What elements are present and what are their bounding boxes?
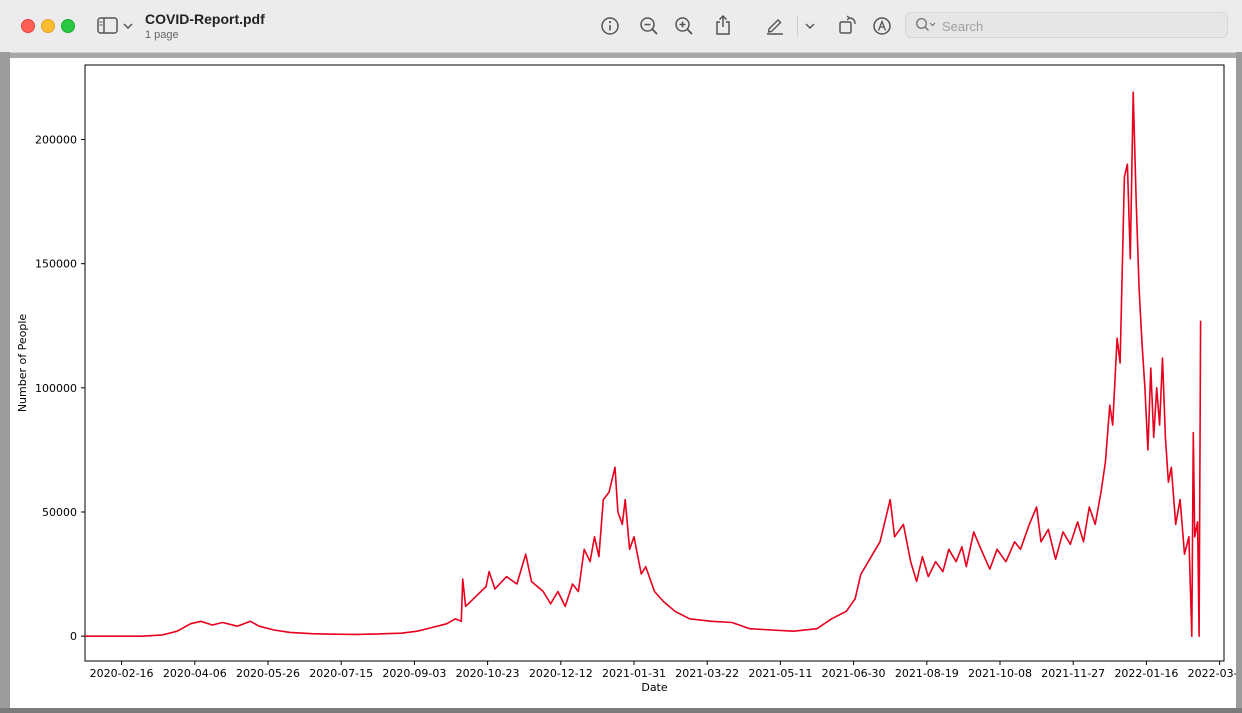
covid-line-chart: 0 50000 100000 150000 200000 2020-02-16 2020-0…: [16, 64, 1242, 694]
y-tick-label: 200000: [35, 134, 77, 147]
chevron-down-icon[interactable]: [804, 20, 816, 32]
plot-frame: [84, 64, 1225, 662]
x-tick-label: 2020-05-26: [236, 667, 300, 680]
x-axis-label: Date: [641, 681, 668, 694]
rotate-icon[interactable]: [836, 13, 860, 37]
y-tick-label: 100000: [35, 382, 77, 395]
x-tick-label: 2020-02-16: [90, 667, 154, 680]
close-window-button[interactable]: [21, 19, 35, 33]
markup-pen-icon[interactable]: [764, 14, 786, 36]
x-tick-label: 2020-07-15: [309, 667, 373, 680]
titlebar: COVID-Report.pdf 1 page: [0, 0, 1242, 53]
minimize-window-button[interactable]: [41, 19, 55, 33]
document-page-count: 1 page: [145, 29, 179, 41]
x-tick-label: 2022-03-07: [1188, 667, 1236, 680]
x-tick-label: 2021-11-27: [1041, 667, 1105, 680]
series-line-cases: [85, 91, 1202, 638]
search-input[interactable]: [940, 16, 1224, 36]
x-tick-label: 2020-12-12: [529, 667, 593, 680]
x-tick-label: 2021-05-11: [748, 667, 812, 680]
zoom-in-icon[interactable]: [673, 15, 695, 37]
y-tick-label: 150000: [35, 258, 77, 271]
document-title[interactable]: COVID-Report.pdf: [145, 11, 265, 27]
x-tick-label: 2020-04-06: [163, 667, 227, 680]
x-tick-label: 2020-10-23: [456, 667, 520, 680]
share-icon[interactable]: [712, 13, 734, 37]
x-tick-label: 2021-10-08: [968, 667, 1032, 680]
search-field[interactable]: [905, 12, 1228, 38]
zoom-out-icon[interactable]: [638, 15, 660, 37]
info-icon[interactable]: [599, 15, 621, 37]
sidebar-icon[interactable]: [97, 16, 119, 36]
x-tick-label: 2020-09-03: [382, 667, 446, 680]
x-tick-label: 2021-08-19: [895, 667, 959, 680]
page-shadow-left: [0, 52, 10, 708]
x-tick-label: 2021-01-31: [602, 667, 666, 680]
search-icon: [915, 17, 937, 38]
y-axis-label: Number of People: [16, 314, 29, 413]
toolbar-separator: [797, 15, 798, 37]
fullscreen-window-button[interactable]: [61, 19, 75, 33]
x-tick-label: 2021-03-22: [675, 667, 739, 680]
markup-circle-icon[interactable]: [871, 15, 893, 37]
chevron-down-icon[interactable]: [122, 20, 134, 32]
x-tick-label: 2022-01-16: [1114, 667, 1178, 680]
x-tick-label: 2021-06-30: [822, 667, 886, 680]
y-tick-label: 50000: [42, 506, 77, 519]
y-tick-label: 0: [70, 630, 77, 643]
page-shadow-right: [1236, 52, 1242, 708]
pdf-page: 0 50000 100000 150000 200000 2020-02-16 2020-0…: [10, 58, 1242, 708]
